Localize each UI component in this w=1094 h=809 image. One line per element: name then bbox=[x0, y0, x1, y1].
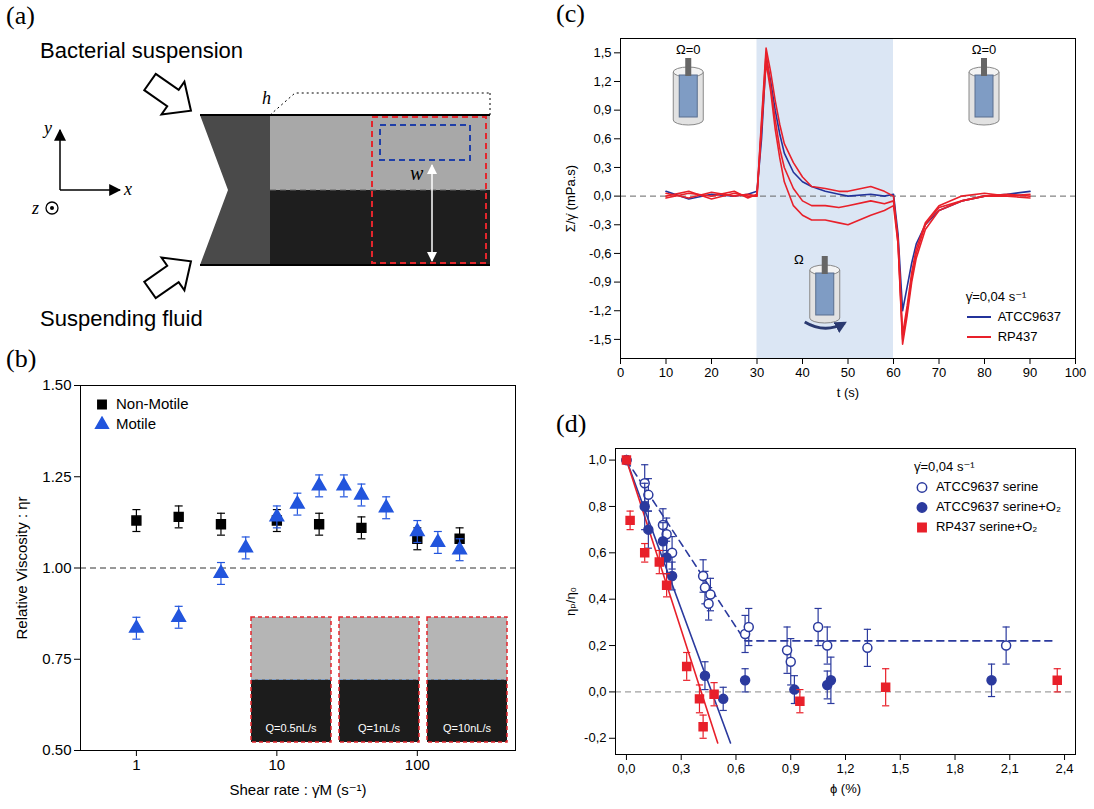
svg-text:0,6: 0,6 bbox=[588, 545, 606, 560]
svg-text:1,8: 1,8 bbox=[946, 761, 964, 776]
svg-text:-0,9: -0,9 bbox=[589, 274, 611, 289]
svg-text:Q=0.5nL/s: Q=0.5nL/s bbox=[265, 722, 317, 734]
html-text:ATCC9637: ATCC9637 bbox=[997, 309, 1061, 324]
svg-text:y: y bbox=[42, 118, 52, 138]
svg-text:w: w bbox=[410, 162, 424, 184]
svg-text:0,2: 0,2 bbox=[588, 638, 606, 653]
svg-text:x: x bbox=[123, 179, 132, 199]
svg-text:2,1: 2,1 bbox=[1001, 761, 1019, 776]
svg-text:0,3: 0,3 bbox=[672, 761, 690, 776]
svg-text:0: 0 bbox=[617, 365, 624, 380]
html-text:Non-Motile: Non-Motile bbox=[116, 395, 189, 412]
svg-text:0,6: 0,6 bbox=[593, 131, 611, 146]
svg-text:0,9: 0,9 bbox=[593, 102, 611, 117]
svg-text:Q=1nL/s: Q=1nL/s bbox=[358, 722, 400, 734]
svg-text:40: 40 bbox=[795, 365, 809, 380]
svg-text:-0,2: -0,2 bbox=[584, 730, 606, 745]
svg-text:(a): (a) bbox=[6, 1, 35, 30]
svg-text:t (s): t (s) bbox=[837, 385, 859, 400]
svg-text:0,4: 0,4 bbox=[588, 591, 606, 606]
html-text:RP437 serine+O₂: RP437 serine+O₂ bbox=[935, 519, 1038, 534]
html-text:γ̇=0,04 s⁻¹: γ̇=0,04 s⁻¹ bbox=[965, 289, 1027, 304]
svg-text:0,8: 0,8 bbox=[588, 499, 606, 514]
svg-text:80: 80 bbox=[977, 365, 991, 380]
svg-text:1.25: 1.25 bbox=[42, 468, 71, 485]
svg-text:1,5: 1,5 bbox=[891, 761, 909, 776]
svg-text:0.50: 0.50 bbox=[42, 741, 71, 758]
svg-text:z: z bbox=[31, 198, 39, 218]
svg-text:0,0: 0,0 bbox=[593, 188, 611, 203]
svg-text:0,9: 0,9 bbox=[782, 761, 800, 776]
svg-text:0,6: 0,6 bbox=[727, 761, 745, 776]
html-text:γ̇=0,04 s⁻¹: γ̇=0,04 s⁻¹ bbox=[913, 459, 975, 474]
svg-text:60: 60 bbox=[886, 365, 900, 380]
svg-text:100: 100 bbox=[1065, 365, 1087, 380]
svg-text:-1,5: -1,5 bbox=[589, 332, 611, 347]
svg-text:0,0: 0,0 bbox=[588, 684, 606, 699]
svg-text:1,2: 1,2 bbox=[593, 74, 611, 89]
svg-text:0,0: 0,0 bbox=[617, 761, 635, 776]
svg-text:20: 20 bbox=[704, 365, 718, 380]
svg-text:ϕ (%): ϕ (%) bbox=[830, 781, 861, 796]
svg-text:2,4: 2,4 bbox=[1056, 761, 1074, 776]
svg-text:90: 90 bbox=[1023, 365, 1037, 380]
html-text:Motile: Motile bbox=[116, 415, 156, 432]
svg-text:Suspending fluid: Suspending fluid bbox=[40, 306, 203, 331]
html-text:ATCC9637 serine+O₂: ATCC9637 serine+O₂ bbox=[935, 499, 1061, 514]
svg-text:ηₚ/η₀: ηₚ/η₀ bbox=[563, 587, 578, 616]
svg-text:Σ/γ̇ (mPa.s): Σ/γ̇ (mPa.s) bbox=[563, 165, 578, 232]
svg-text:0.75: 0.75 bbox=[42, 650, 71, 667]
html-text:ATCC9637 serine: ATCC9637 serine bbox=[935, 479, 1039, 494]
svg-text:Q=10nL/s: Q=10nL/s bbox=[443, 722, 492, 734]
svg-text:1,2: 1,2 bbox=[836, 761, 854, 776]
svg-text:Ω=0: Ω=0 bbox=[972, 42, 997, 57]
svg-text:1.50: 1.50 bbox=[42, 376, 71, 393]
svg-text:100: 100 bbox=[405, 756, 430, 773]
svg-text:Relative Viscosity : ηr: Relative Viscosity : ηr bbox=[13, 496, 30, 639]
svg-text:Shear rate : γ̇M (s⁻¹): Shear rate : γ̇M (s⁻¹) bbox=[229, 781, 366, 798]
html-text:(c): (c) bbox=[556, 0, 585, 28]
svg-text:10: 10 bbox=[659, 365, 673, 380]
svg-text:1,0: 1,0 bbox=[588, 452, 606, 467]
html-text:(d): (d) bbox=[556, 409, 587, 438]
svg-text:70: 70 bbox=[932, 365, 946, 380]
svg-text:Ω: Ω bbox=[794, 252, 804, 267]
html-text:RP437: RP437 bbox=[997, 329, 1038, 344]
svg-text:0,3: 0,3 bbox=[593, 160, 611, 175]
svg-text:h: h bbox=[262, 88, 271, 108]
svg-text:30: 30 bbox=[750, 365, 764, 380]
svg-text:1.00: 1.00 bbox=[42, 559, 71, 576]
svg-text:-0,6: -0,6 bbox=[589, 246, 611, 261]
svg-text:10: 10 bbox=[269, 756, 286, 773]
html-text:(b): (b) bbox=[6, 344, 37, 373]
svg-text:Bacterial suspension: Bacterial suspension bbox=[40, 38, 243, 63]
svg-text:1: 1 bbox=[132, 756, 140, 773]
svg-text:Ω=0: Ω=0 bbox=[676, 42, 701, 57]
svg-text:-1,2: -1,2 bbox=[589, 303, 611, 318]
svg-text:50: 50 bbox=[841, 365, 855, 380]
svg-text:1,5: 1,5 bbox=[593, 45, 611, 60]
svg-text:-0,3: -0,3 bbox=[589, 217, 611, 232]
